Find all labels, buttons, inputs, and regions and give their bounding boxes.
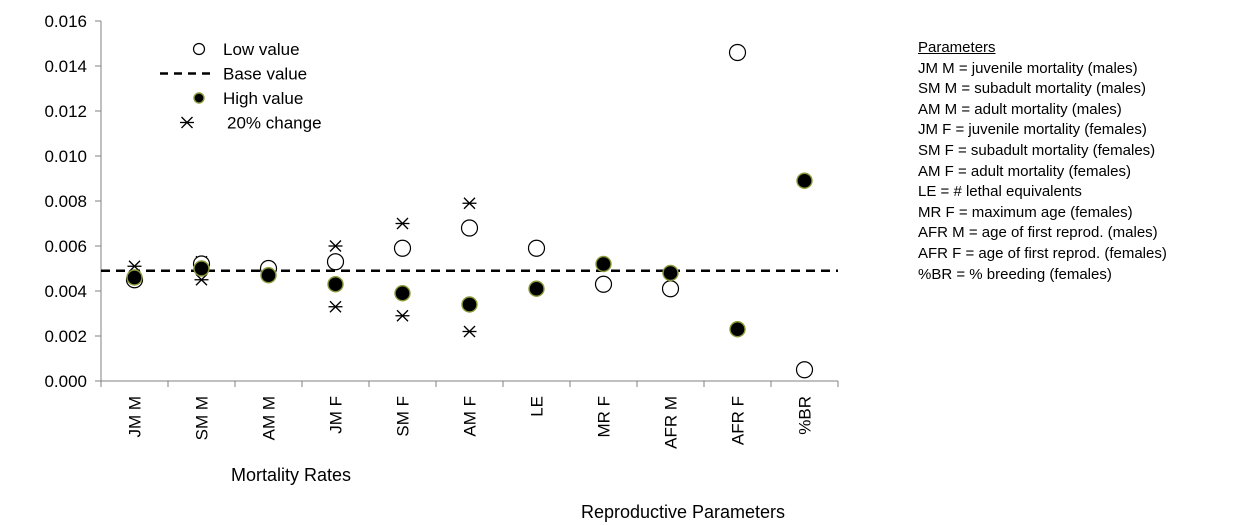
- y-tick-label: 0.006: [44, 237, 87, 256]
- y-tick-label: 0.016: [44, 12, 87, 31]
- parameter-definition: AFR F = age of first reprod. (females): [918, 244, 1167, 262]
- high-value-point-jm-f: [327, 276, 344, 293]
- chart-axes: 0.000 0.002 0.004 0.006 0.008 0.010 0.012 0.014…: [44, 12, 839, 449]
- legend-label: Low value: [223, 40, 300, 59]
- 20pct-change-point-jm-f-up: [328, 240, 343, 252]
- 20pct-change-point-jm-m-up: [127, 260, 142, 273]
- high-value-point-sm-f: [394, 285, 411, 302]
- x-tick-label-jm-m: JM M: [126, 396, 145, 438]
- y-tick-label: 0.002: [44, 327, 87, 346]
- high-value-point-pct-br: [796, 172, 813, 189]
- x-tick-label-pct-br: %BR: [796, 396, 815, 435]
- group-label-reproductive-parameters: Reproductive Parameters: [581, 502, 785, 522]
- low-value-point-afr-m: [661, 280, 680, 298]
- high-value-point-am-f: [461, 296, 478, 313]
- high-value-point-mr-f: [595, 255, 612, 273]
- chart-legend: Low value Base value High value 20% change: [160, 40, 322, 133]
- parameter-definition: AM M = adult mortality (males): [918, 100, 1122, 118]
- low-value-point-sm-f: [393, 239, 412, 257]
- parameter-definition: AM F = adult mortality (females): [918, 162, 1131, 180]
- parameters-key: Parameters JM M = juvenile mortality (ma…: [918, 38, 1234, 285]
- parameter-definition: AFR M = age of first reprod. (males): [918, 224, 1158, 242]
- 20pct-change-point-am-f-up: [462, 197, 477, 210]
- parameter-definition: JM F = juvenile mortality (females): [918, 121, 1147, 139]
- legend-item-low-value: Low value: [192, 40, 300, 59]
- high-value-point-jm-m: [126, 269, 143, 286]
- x-tick-label-sm-m: SM M: [193, 396, 212, 440]
- y-tick-label: 0.010: [44, 147, 87, 166]
- legend-item-high-value: High value: [193, 89, 303, 108]
- parameter-definition: JM M = juvenile mortality (males): [918, 59, 1138, 77]
- x-tick-label-am-m: AM M: [260, 396, 279, 440]
- legend-label: Base value: [223, 65, 307, 84]
- parameter-definition: MR F = maximum age (females): [918, 203, 1133, 221]
- legend-open-circle-icon: [192, 42, 206, 56]
- low-value-point-mr-f: [594, 275, 613, 293]
- parameter-definition: SM M = subadult mortality (males): [918, 80, 1146, 98]
- legend-item-20pct-change: 20% change: [180, 114, 322, 133]
- legend-item-base-value: Base value: [160, 65, 307, 84]
- low-value-point-pct-br: [795, 361, 814, 379]
- parameter-definition: SM F = subadult mortality (females): [918, 141, 1156, 159]
- group-label-mortality-rates: Mortality Rates: [231, 465, 351, 485]
- parameter-definition: LE = # lethal equivalents: [918, 183, 1082, 201]
- parameters-list: JM M = juvenile mortality (males) SM M = …: [918, 59, 1234, 286]
- high-value-point-sm-m: [193, 260, 210, 277]
- low-value-point-le: [527, 239, 546, 257]
- y-tick-label: 0.008: [44, 192, 87, 211]
- parameters-title: Parameters: [918, 39, 996, 56]
- x-tick-label-am-f: AM F: [461, 396, 480, 437]
- 20pct-change-point-sm-m-down: [194, 273, 209, 286]
- legend-filled-circle-icon: [193, 92, 205, 104]
- x-tick-label-sm-f: SM F: [394, 396, 413, 437]
- legend-asterisk-icon: [180, 116, 194, 129]
- y-tick-label: 0.014: [44, 57, 87, 76]
- x-tick-label-le: LE: [528, 396, 547, 417]
- 20pct-change-point-jm-f-down: [328, 300, 343, 313]
- x-tick-label-afr-m: AFR M: [662, 396, 681, 449]
- legend-label: 20% change: [227, 114, 322, 133]
- parameter-definition: %BR = % breeding (females): [918, 265, 1112, 283]
- y-tick-label: 0.000: [44, 372, 87, 391]
- high-value-point-afr-f: [729, 321, 746, 338]
- low-value-point-am-f: [460, 219, 479, 237]
- 20pct-change-point-sm-f-up: [395, 217, 410, 230]
- low-value-point-jm-f: [326, 253, 345, 271]
- chart-marks: [125, 43, 814, 379]
- x-tick-label-jm-f: JM F: [327, 396, 346, 434]
- x-tick-label-afr-f: AFR F: [729, 396, 748, 445]
- 20pct-change-point-sm-f-down: [395, 309, 410, 322]
- low-value-point-afr-f: [728, 43, 747, 62]
- high-value-point-afr-m: [662, 264, 679, 282]
- high-value-point-le: [528, 280, 545, 297]
- y-tick-label: 0.012: [44, 102, 87, 121]
- x-tick-label-mr-f: MR F: [595, 396, 614, 438]
- y-tick-label: 0.004: [44, 282, 87, 301]
- legend-label: High value: [223, 89, 303, 108]
- high-value-point-am-m: [260, 267, 277, 284]
- 20pct-change-point-am-f-down: [462, 325, 477, 338]
